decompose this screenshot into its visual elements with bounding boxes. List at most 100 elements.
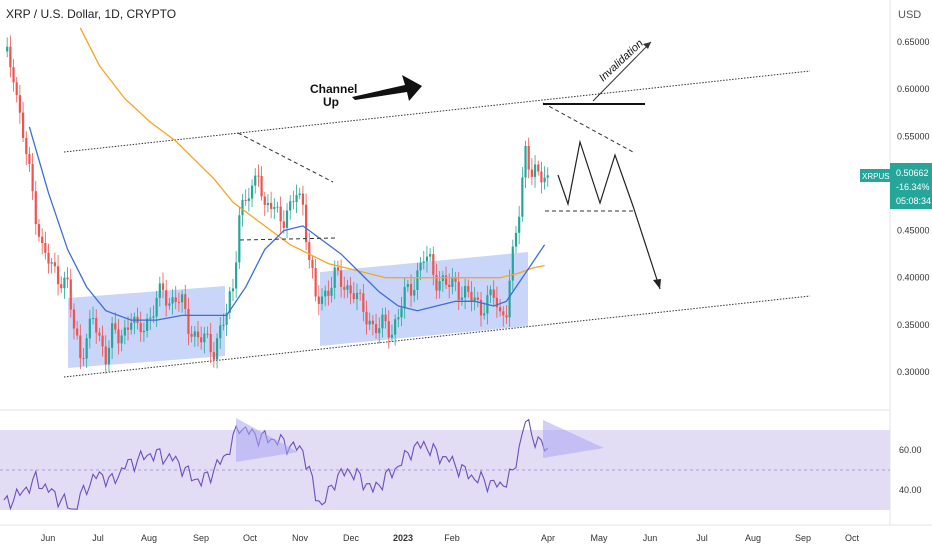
time-tick-label: Aug bbox=[141, 533, 157, 543]
candle-body bbox=[250, 185, 254, 199]
rsi-triangle-1 bbox=[236, 418, 298, 462]
candle-body bbox=[206, 333, 209, 335]
time-tick-label: Sep bbox=[795, 533, 811, 543]
candle-body bbox=[79, 335, 82, 359]
candle-body bbox=[72, 309, 76, 329]
candle-body bbox=[384, 314, 387, 322]
candle-body bbox=[502, 311, 505, 316]
candle-body bbox=[527, 145, 530, 170]
projection-path bbox=[557, 139, 661, 290]
candle-body bbox=[263, 196, 266, 205]
rsi-triangle-2 bbox=[543, 420, 604, 458]
channel-label-line1: Channel bbox=[310, 82, 357, 96]
candle-body bbox=[241, 199, 244, 216]
candle-body bbox=[432, 254, 435, 275]
candle-body bbox=[397, 317, 400, 320]
candle-body bbox=[451, 276, 454, 288]
candle-body bbox=[282, 221, 285, 228]
candle-body bbox=[530, 169, 533, 177]
time-tick-label: Jul bbox=[92, 533, 104, 543]
candle-body bbox=[314, 268, 317, 297]
candle-body bbox=[479, 299, 483, 316]
invalidation-arrow bbox=[592, 41, 652, 102]
time-tick-label: Oct bbox=[243, 533, 258, 543]
candle-body bbox=[190, 333, 193, 337]
candle-body bbox=[464, 286, 467, 298]
time-tick-label: Dec bbox=[343, 533, 360, 543]
candle-body bbox=[349, 285, 352, 294]
candle-body bbox=[120, 335, 123, 344]
rsi-tick-label: 60.00 bbox=[899, 445, 922, 455]
candle-body bbox=[546, 175, 549, 178]
candle-body bbox=[266, 202, 270, 205]
candle-body bbox=[400, 308, 403, 318]
price-badge-change: -16.34% bbox=[896, 182, 930, 192]
candle-body bbox=[352, 293, 355, 300]
price-tick-label: 0.40000 bbox=[897, 273, 930, 283]
candle-body bbox=[101, 335, 104, 347]
candle-body bbox=[537, 164, 540, 172]
candle-body bbox=[368, 320, 371, 325]
candle-body bbox=[25, 137, 28, 155]
symbol-badge-text: XRPUSD bbox=[862, 172, 896, 181]
price-tick-label: 0.35000 bbox=[897, 320, 930, 330]
candle-body bbox=[333, 267, 336, 288]
candle-body bbox=[416, 270, 419, 291]
candle-body bbox=[317, 296, 320, 304]
candle-body bbox=[193, 331, 196, 337]
price-axis: 0.65000 0.60000 0.55000 0.45000 0.40000 0.350… bbox=[897, 37, 930, 377]
candle-body bbox=[279, 206, 282, 222]
candle-body bbox=[305, 204, 308, 243]
candle-body bbox=[180, 294, 184, 303]
ma-fast-line bbox=[28, 126, 546, 321]
candle-body bbox=[489, 289, 492, 296]
candle-body bbox=[231, 288, 235, 292]
candle-body bbox=[413, 290, 416, 296]
candle-body bbox=[95, 317, 98, 333]
invalidation-arrow-head bbox=[643, 42, 651, 49]
candle-body bbox=[508, 280, 511, 318]
time-tick-label: Aug bbox=[745, 533, 761, 543]
candle-body bbox=[244, 199, 247, 201]
candle-body bbox=[126, 327, 130, 330]
candle-body bbox=[66, 277, 69, 280]
rsi-axis: 60.00 40.00 bbox=[899, 445, 922, 495]
candle-body bbox=[6, 46, 9, 52]
candle-body bbox=[219, 325, 222, 339]
channel-arrow bbox=[352, 75, 422, 101]
candle-body bbox=[31, 164, 34, 192]
candle-body bbox=[47, 252, 50, 264]
candle-body bbox=[336, 267, 339, 271]
candle-body bbox=[390, 334, 394, 338]
candle-body bbox=[289, 201, 292, 211]
candle-body bbox=[247, 198, 250, 201]
candle-body bbox=[454, 276, 457, 282]
candle-body bbox=[168, 303, 171, 306]
candle-body bbox=[203, 333, 206, 343]
candle-body bbox=[448, 284, 451, 288]
candle-body bbox=[212, 352, 215, 360]
candle-body bbox=[359, 292, 362, 294]
candle-body bbox=[228, 291, 231, 313]
resistance-dash-2 bbox=[542, 102, 634, 153]
candle-body bbox=[330, 287, 333, 296]
candle-body bbox=[273, 206, 276, 209]
candle-body bbox=[435, 274, 438, 291]
candle-body bbox=[378, 328, 381, 334]
candle-body bbox=[111, 323, 114, 348]
candle-body bbox=[37, 224, 41, 237]
time-tick-label: Apr bbox=[541, 533, 555, 543]
time-axis: Jun Jul Aug Sep Oct Nov Dec 2023 Feb Apr May Jun Jul… bbox=[41, 533, 860, 543]
candle-body bbox=[540, 171, 543, 183]
candle-body bbox=[301, 193, 305, 205]
candle-body bbox=[425, 256, 429, 262]
candle-body bbox=[34, 191, 37, 225]
channel-label-line2: Up bbox=[323, 95, 339, 109]
price-tick-label: 0.60000 bbox=[897, 84, 930, 94]
time-tick-label: Feb bbox=[444, 533, 460, 543]
price-badge-bg bbox=[890, 163, 932, 209]
projection-arrow-head bbox=[653, 279, 661, 289]
candle-body bbox=[85, 338, 88, 359]
time-tick-label: Oct bbox=[845, 533, 860, 543]
